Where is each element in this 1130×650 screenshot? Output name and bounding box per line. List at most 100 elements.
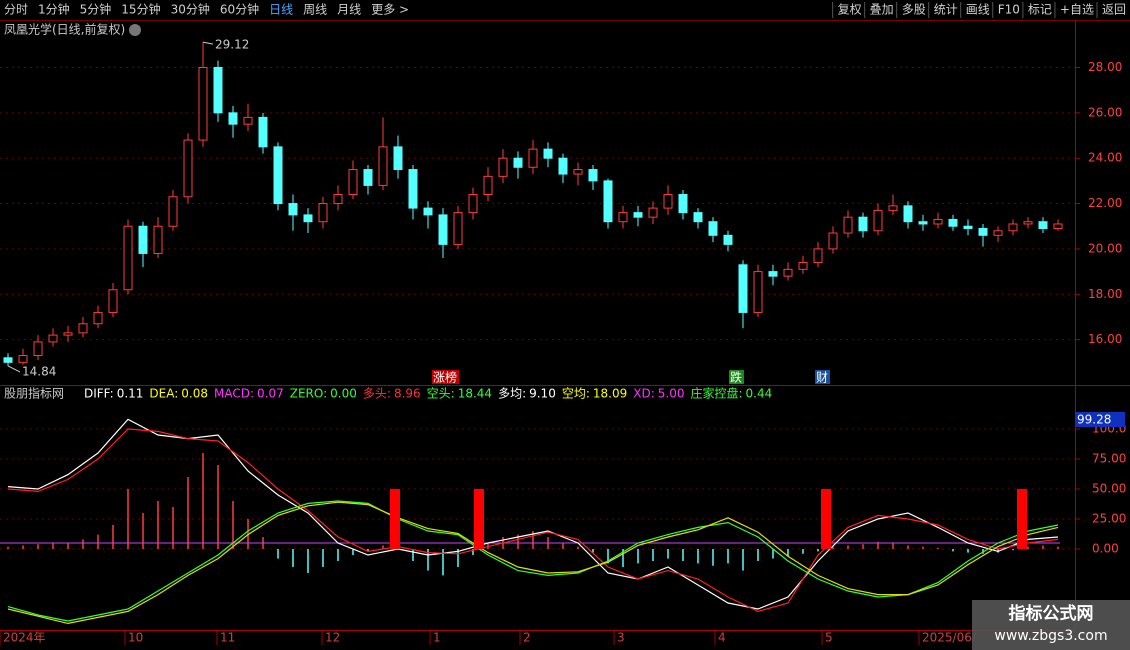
- candle-body: [888, 205, 898, 211]
- toolbar-button[interactable]: 日线: [269, 3, 293, 17]
- candle-body: [678, 193, 688, 214]
- candle-body: [63, 332, 73, 336]
- y-tick-label: 22.00: [1088, 196, 1122, 210]
- legend-value: 0.44: [746, 387, 773, 401]
- candle-body: [693, 212, 703, 223]
- toolbar-button[interactable]: 30分钟: [171, 2, 210, 17]
- candle-body: [903, 205, 913, 223]
- candle-body: [168, 196, 178, 227]
- candle-body: [573, 169, 583, 175]
- candle-body: [543, 148, 553, 159]
- toolbar-button[interactable]: 返回: [1102, 3, 1126, 17]
- candle-body: [978, 228, 988, 236]
- toolbar-button[interactable]: 15分钟: [121, 2, 160, 17]
- toolbar-button[interactable]: 叠加: [870, 3, 894, 17]
- candle-body: [423, 207, 433, 216]
- candle-body: [963, 225, 973, 230]
- candle-body: [753, 271, 763, 313]
- legend-value: 0.11: [117, 387, 144, 401]
- candle-body: [198, 66, 208, 141]
- signal-bar: [390, 489, 400, 549]
- toolbar-button[interactable]: 月线: [337, 3, 361, 17]
- candle-body: [498, 157, 508, 177]
- toolbar-button[interactable]: 5分钟: [80, 2, 112, 17]
- toolbar-button[interactable]: 多股: [902, 3, 926, 17]
- min-arrow: [7, 365, 21, 373]
- y-tick-label: 75.00: [1092, 452, 1126, 466]
- candle-body: [588, 169, 598, 182]
- legend-name: 空均:: [562, 387, 590, 401]
- signal-bar: [821, 489, 831, 549]
- chart-title: 凤凰光学(日线,前复权): [4, 22, 125, 37]
- legend-name: 庄家控盘:: [690, 386, 742, 401]
- candle-body: [483, 175, 493, 195]
- indicator-line: [7, 501, 1059, 625]
- candle-body: [33, 341, 43, 357]
- candle-body: [603, 180, 613, 223]
- candle-body: [318, 203, 328, 223]
- legend-value: 18.09: [593, 387, 627, 401]
- y-tick-label: 26.00: [1088, 105, 1122, 119]
- candle-body: [48, 334, 58, 343]
- candle-body: [378, 146, 388, 186]
- title-dropdown[interactable]: [129, 24, 141, 36]
- toolbar-button[interactable]: 画线: [966, 3, 990, 17]
- candle-body: [468, 193, 478, 214]
- toolbar-button[interactable]: 60分钟: [220, 2, 259, 17]
- candle-body: [93, 311, 103, 325]
- event-label[interactable]: 涨榜: [433, 370, 457, 385]
- candle-body: [513, 157, 523, 168]
- candle-body: [108, 289, 118, 313]
- candle-body: [438, 214, 448, 245]
- current-value-box: [1075, 412, 1125, 427]
- y-tick-label: 20.00: [1088, 241, 1122, 255]
- y-tick-label: 50.00: [1092, 482, 1126, 496]
- candle-body: [858, 216, 868, 232]
- candle-body: [723, 234, 733, 245]
- candle-body: [558, 157, 568, 175]
- toolbar-button[interactable]: 周线: [303, 3, 327, 17]
- candle-body: [258, 116, 268, 148]
- candle-body: [663, 193, 673, 209]
- candle-body: [528, 148, 538, 168]
- min-label: 14.84: [22, 364, 56, 378]
- toolbar-button[interactable]: 标记: [1028, 3, 1052, 17]
- x-tick-label: 10: [128, 631, 143, 645]
- legend-name: 多均:: [498, 387, 526, 401]
- event-badge: [432, 370, 459, 384]
- toolbar-button[interactable]: 复权: [838, 3, 862, 17]
- x-tick-label: 12: [325, 631, 340, 645]
- y-tick-label: 18.00: [1088, 287, 1122, 301]
- y-tick-label: 24.00: [1088, 151, 1122, 165]
- candle-body: [828, 232, 838, 250]
- watermark-title: 指标公式网: [1009, 603, 1094, 624]
- toolbar-button[interactable]: 更多 >: [371, 3, 409, 17]
- event-label[interactable]: 跌: [730, 370, 742, 385]
- candle-body: [873, 209, 883, 232]
- indicator-line: [7, 428, 1059, 613]
- legend-name: 多头:: [363, 387, 391, 401]
- candle-body: [708, 221, 718, 236]
- y-tick-label: 28.00: [1088, 60, 1122, 74]
- candle-body: [453, 212, 463, 245]
- candle-body: [78, 323, 88, 334]
- candle-body: [843, 216, 853, 234]
- candle-body: [768, 271, 778, 277]
- legend-name: DEA:: [149, 387, 178, 401]
- toolbar-button[interactable]: 统计: [934, 3, 958, 17]
- y-tick-label: 25.00: [1092, 512, 1126, 526]
- y-tick-label: 16.00: [1088, 332, 1122, 346]
- event-label[interactable]: 财: [816, 371, 828, 385]
- signal-bar: [474, 489, 484, 549]
- toolbar-button[interactable]: 1分钟: [38, 2, 70, 17]
- toolbar-button[interactable]: 分时: [4, 3, 28, 17]
- legend-name: DIFF:: [84, 387, 114, 401]
- x-tick-label: 2024年: [3, 631, 46, 645]
- toolbar-button[interactable]: F10: [998, 3, 1020, 17]
- candle-body: [1053, 223, 1063, 230]
- toolbar-button[interactable]: +自选: [1060, 3, 1094, 17]
- candle-body: [633, 212, 643, 218]
- legend-value: 0.07: [257, 387, 284, 401]
